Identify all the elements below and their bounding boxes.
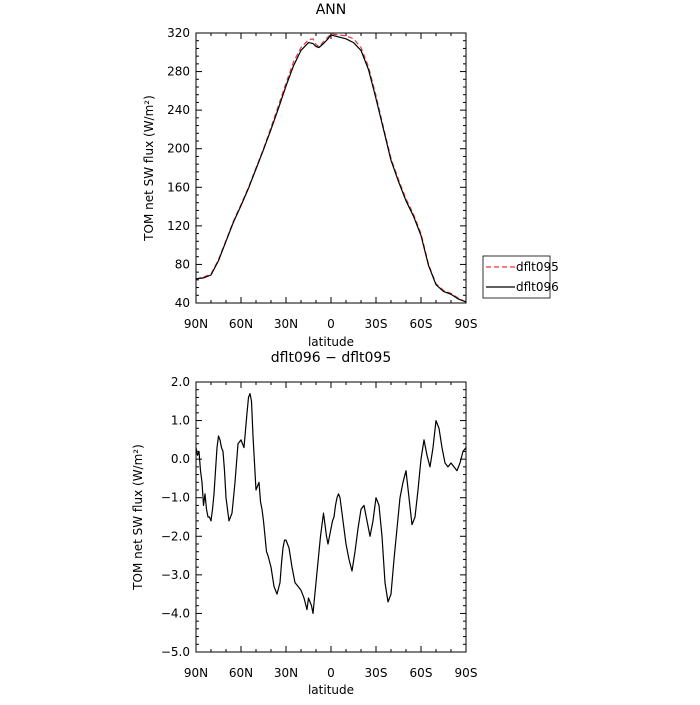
y-tick-label: 0.0 [171, 452, 190, 466]
legend-label-dflt096: dflt096 [516, 280, 559, 294]
plot-frame [195, 381, 467, 653]
x-tick-label: 0 [327, 666, 335, 680]
series-line-diff-0 [195, 393, 467, 614]
legend-box [482, 255, 551, 299]
y-tick-label: −4.0 [161, 606, 190, 620]
y-tick-label: 200 [167, 142, 190, 156]
x-tick-label: 60N [229, 666, 253, 680]
legend-label-dflt095: dflt095 [516, 260, 559, 274]
y-tick-label: 1.0 [171, 414, 190, 428]
x-tick-label: 30N [274, 317, 298, 331]
y-tick-label: −5.0 [161, 645, 190, 659]
x-tick-label: 60S [410, 666, 433, 680]
y-tick-label: 280 [167, 65, 190, 79]
x-tick-label: 60S [410, 317, 433, 331]
y-tick-label: 40 [175, 296, 190, 310]
y-axis-label: TOM net SW flux (W/m²) [131, 444, 145, 591]
plot-frame [195, 32, 467, 304]
x-tick-label: 60N [229, 317, 253, 331]
x-tick-label: 0 [327, 317, 335, 331]
x-tick-label: 30N [274, 666, 298, 680]
x-axis-label: latitude [308, 335, 354, 349]
y-tick-label: 160 [167, 180, 190, 194]
x-tick-label: 90S [455, 666, 478, 680]
x-tick-label: 90N [184, 666, 208, 680]
y-tick-label: 120 [167, 219, 190, 233]
x-tick-label: 30S [365, 317, 388, 331]
x-tick-label: 90N [184, 317, 208, 331]
series-line-dflt096 [195, 34, 467, 303]
y-axis-label: TOM net SW flux (W/m²) [142, 95, 156, 242]
y-tick-label: −2.0 [161, 529, 190, 543]
x-axis-label: latitude [308, 683, 354, 697]
x-tick-label: 90S [455, 317, 478, 331]
y-tick-label: −3.0 [161, 568, 190, 582]
chart-title: ANN [316, 2, 347, 18]
y-tick-label: 80 [175, 257, 190, 271]
series-line-dflt095 [195, 33, 467, 303]
y-tick-label: 320 [167, 26, 190, 40]
chart-title: dflt096 − dflt095 [271, 350, 391, 366]
y-tick-label: 240 [167, 103, 190, 117]
x-tick-label: 30S [365, 666, 388, 680]
y-tick-label: 2.0 [171, 375, 190, 389]
y-tick-label: −1.0 [161, 491, 190, 505]
